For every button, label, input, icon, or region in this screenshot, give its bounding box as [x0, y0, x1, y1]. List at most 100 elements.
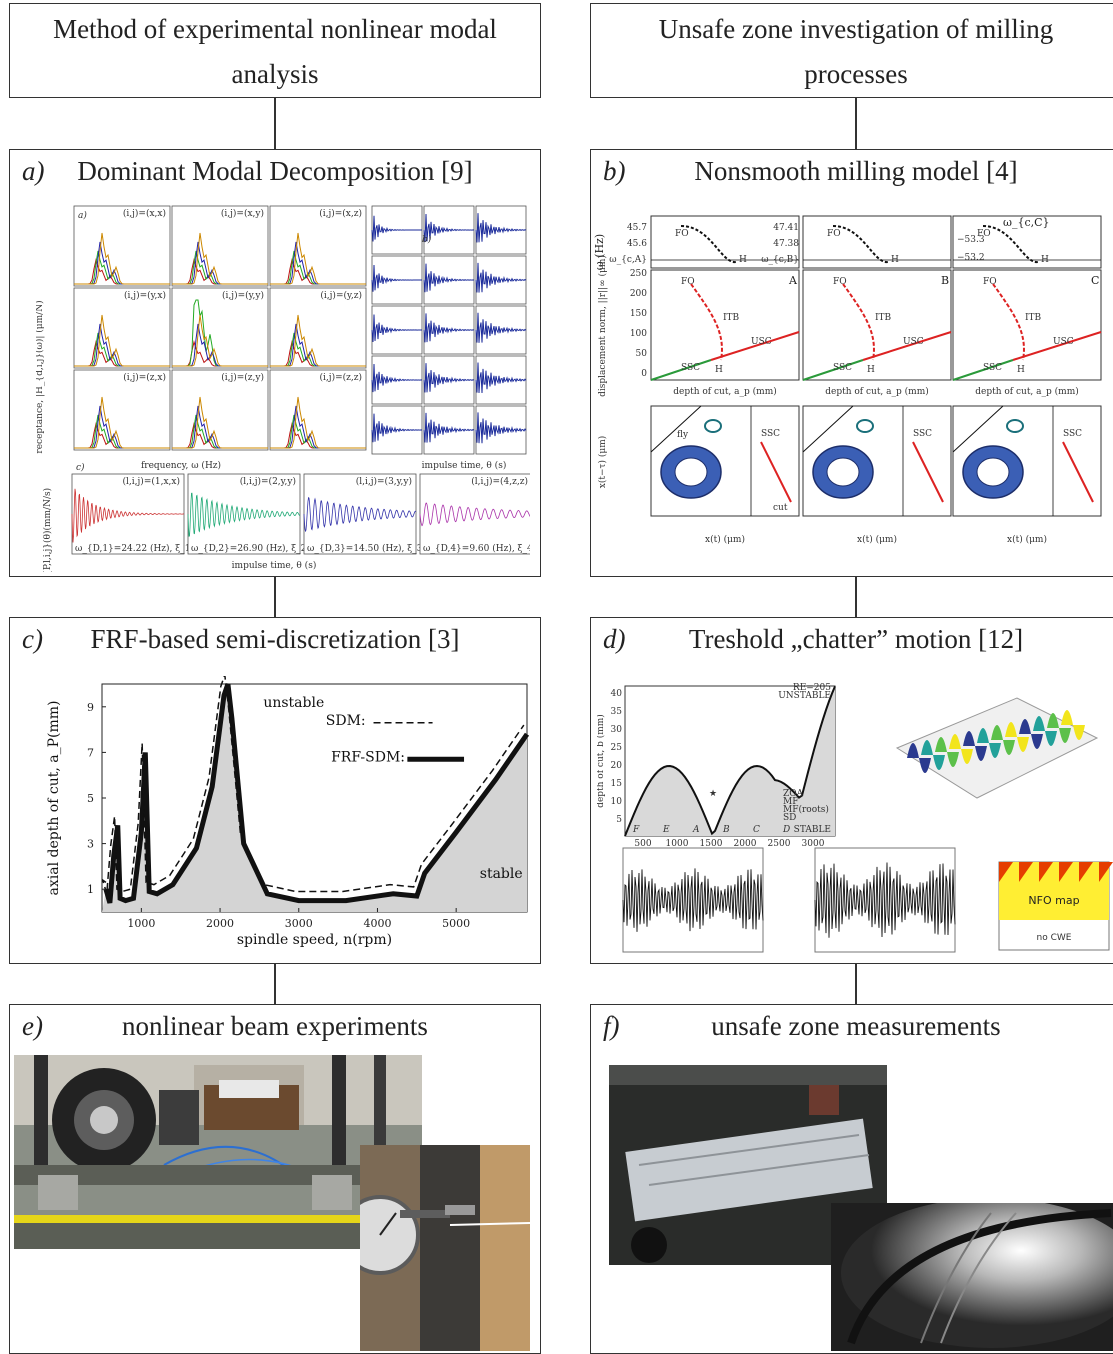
unstable-label: unstable	[263, 695, 324, 711]
legend-item: MF(roots)	[783, 804, 829, 815]
panel-c: c) FRF-based semi-discretization [3] 100…	[9, 617, 541, 964]
axis-label: depth of cut, a_p (mm)	[825, 386, 929, 397]
itb-curve	[842, 283, 875, 361]
surface-photo	[831, 1203, 1113, 1351]
subplot-frame	[73, 369, 171, 451]
y-tick-label: 5	[87, 792, 94, 805]
impulse-curve	[371, 314, 423, 342]
tick-label: −53.2	[957, 253, 985, 263]
region-letter: E	[662, 825, 670, 835]
subplot-frame	[73, 287, 171, 369]
y-axis-label: axial depth of cut, a_P(mm)	[46, 701, 62, 896]
zone-label: STABLE	[794, 825, 831, 835]
surface-wave	[1005, 722, 1029, 752]
y-tick-label: 15	[611, 779, 623, 789]
orbit-inner	[674, 457, 708, 487]
zone-label: cut	[773, 503, 788, 513]
map-wedge	[999, 862, 1013, 882]
x-tick-label: 1000	[666, 839, 689, 849]
connector	[855, 577, 857, 617]
tick-label: 100	[630, 329, 647, 339]
map-label: no CWE	[1037, 933, 1072, 943]
star-marker: ★	[709, 789, 717, 799]
col-label: B	[941, 274, 949, 287]
red-trace	[760, 441, 792, 503]
beam-photo-main-svg	[14, 1055, 422, 1249]
panel-f: f) unsafe zone measurements	[590, 1004, 1113, 1354]
ssc-line	[650, 359, 712, 381]
legend-item: ZOA	[783, 789, 804, 799]
subplot-frame	[269, 369, 367, 451]
freq-label: ω_{D,2}=26.90 (Hz), ξ_2=2.60(%)	[191, 543, 350, 554]
fly-line	[952, 405, 1004, 453]
axis-label: frequency, ω (Hz)	[141, 460, 221, 471]
subplot-tag: (l,i,j)=(3,y,y)	[356, 476, 412, 487]
panel-title-text: nonlinear beam experiments	[122, 1011, 428, 1041]
panel-letter: c)	[22, 624, 43, 654]
surface-wave	[991, 725, 1015, 755]
subplot-frame	[171, 369, 269, 451]
legend-item: MF	[783, 797, 798, 807]
panel-letter: a)	[22, 156, 45, 186]
stable-region	[625, 686, 835, 836]
fly-line	[802, 405, 854, 453]
impulse-curve	[423, 412, 475, 443]
panel-e: e) nonlinear beam experiments	[9, 1004, 541, 1354]
connector	[855, 98, 857, 149]
usc-line	[862, 331, 952, 361]
point-label: SSC	[913, 429, 932, 439]
disp-frame	[650, 269, 800, 381]
header-right-line2: processes	[804, 59, 908, 89]
x-tick-label: 3000	[285, 917, 313, 930]
response-curve	[270, 396, 366, 449]
axis-label: ω (Hz)	[593, 234, 606, 270]
legend-item: SD	[783, 813, 796, 823]
subplot-tag: (i,j)=(x,z)	[319, 208, 362, 219]
dmd-figure: receptance, |H_{d,i,j}(ω)| (μm/N) frequen…	[36, 202, 530, 572]
point-label: H	[867, 365, 875, 375]
impulse-curve	[475, 312, 527, 343]
panel-title-text: Dominant Modal Decomposition [9]	[77, 156, 473, 186]
map-label: NFO map	[1028, 894, 1079, 907]
tick-label: 47.38	[773, 239, 799, 249]
point-label: ITB	[723, 313, 740, 323]
panel-e-title: e) nonlinear beam experiments	[10, 1011, 540, 1042]
sdm-curve	[101, 676, 525, 894]
map-wedge	[1039, 862, 1053, 882]
impulse-curve	[475, 362, 527, 394]
surface-wave	[921, 740, 945, 770]
panel-title-text: FRF-based semi-discretization [3]	[90, 624, 460, 654]
x-tick-label: 2000	[734, 839, 757, 849]
chatter-figure: 500 1000 1500 2000 2500 3000 5 10 15 20 25 30 35 40 de…	[597, 672, 1113, 960]
surface-wave	[1047, 713, 1071, 743]
surface-wave	[1061, 710, 1085, 740]
subplot-frame	[269, 287, 367, 369]
impulse-response	[419, 502, 530, 527]
point-label: SSC	[681, 363, 700, 373]
impulse-curve	[423, 263, 475, 293]
point-label: SSC	[983, 363, 1002, 373]
point-label: FO	[833, 277, 847, 287]
panel-title-text: Treshold „chatter” motion [12]	[688, 624, 1024, 654]
subplot-tag: (i,j)=(y,z)	[320, 290, 362, 301]
subplot-tag: (i,j)=(z,y)	[221, 372, 264, 383]
dmd-figure-svg: receptance, |H_{d,i,j}(ω)| (μm/N) frequen…	[36, 205, 530, 572]
beam-photo-main	[14, 1055, 422, 1249]
panel-letter: e)	[22, 1011, 43, 1041]
subplot-mark: a)	[78, 210, 87, 221]
connector	[274, 98, 276, 149]
impulse-curve	[423, 214, 475, 243]
point-label: H	[715, 365, 723, 375]
small-orbit	[704, 419, 722, 433]
frf-sdm-figure-svg: 1000 2000 3000 4000 5000 1 3 5 7 9 spindle speed, …	[46, 676, 530, 948]
response-curve	[74, 396, 170, 449]
re-label: RE=205	[793, 683, 831, 693]
impulse-response	[303, 496, 417, 532]
freq-label: ω_{D,3}=14.50 (Hz), ξ_3=2.67(%)	[307, 543, 466, 554]
freq-label: ω_{D,4}=9.60 (Hz), ξ_4=4.15(%)	[423, 543, 530, 554]
col-label: A	[788, 274, 798, 287]
response-curve	[270, 314, 366, 367]
nonsmooth-figure-svg: 45.7 45.6 ω_{c,A} FO H 47.41 47.38 ω_{c,B} FO H −5…	[593, 215, 1102, 545]
point-label: H	[1017, 365, 1025, 375]
surface-wave	[907, 743, 931, 773]
